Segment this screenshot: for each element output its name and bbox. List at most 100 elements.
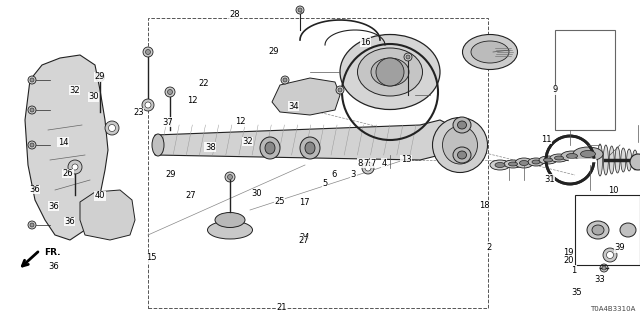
- Text: 12: 12: [236, 117, 246, 126]
- Ellipse shape: [371, 58, 409, 86]
- Ellipse shape: [604, 145, 609, 175]
- Ellipse shape: [632, 150, 637, 170]
- Bar: [555, 30, 615, 130]
- Circle shape: [145, 50, 150, 54]
- Circle shape: [603, 248, 617, 262]
- Circle shape: [281, 76, 289, 84]
- Circle shape: [28, 141, 36, 149]
- Circle shape: [296, 6, 304, 14]
- Circle shape: [602, 266, 606, 270]
- Ellipse shape: [592, 225, 604, 235]
- Text: 6: 6: [332, 170, 337, 179]
- Text: 33: 33: [594, 275, 605, 284]
- Ellipse shape: [532, 160, 540, 164]
- Circle shape: [72, 164, 78, 170]
- Text: 20: 20: [563, 256, 573, 265]
- Circle shape: [362, 162, 374, 174]
- Text: 11: 11: [541, 135, 551, 144]
- Text: 40: 40: [95, 191, 105, 200]
- Text: 30: 30: [88, 92, 99, 101]
- Text: 2: 2: [486, 244, 492, 252]
- Ellipse shape: [442, 126, 477, 164]
- Circle shape: [165, 87, 175, 97]
- Text: 1: 1: [572, 266, 577, 275]
- Circle shape: [406, 55, 410, 59]
- Text: 8: 8: [357, 159, 362, 168]
- Circle shape: [168, 90, 173, 94]
- Text: FR.: FR.: [44, 248, 61, 257]
- Ellipse shape: [471, 41, 509, 63]
- Circle shape: [142, 99, 154, 111]
- Text: 9: 9: [553, 85, 558, 94]
- Ellipse shape: [458, 151, 467, 159]
- Ellipse shape: [300, 137, 320, 159]
- Ellipse shape: [509, 162, 518, 166]
- Circle shape: [404, 53, 412, 61]
- Ellipse shape: [550, 154, 568, 162]
- Circle shape: [600, 264, 608, 272]
- Polygon shape: [272, 78, 340, 115]
- Ellipse shape: [615, 147, 620, 173]
- Text: 38: 38: [205, 143, 216, 152]
- Circle shape: [28, 76, 36, 84]
- Text: 29: 29: [269, 47, 279, 56]
- Circle shape: [227, 174, 232, 180]
- Text: 31: 31: [544, 175, 555, 184]
- Circle shape: [30, 78, 34, 82]
- Ellipse shape: [453, 117, 471, 133]
- Ellipse shape: [580, 150, 595, 157]
- Ellipse shape: [453, 147, 471, 163]
- Text: 18: 18: [479, 201, 490, 210]
- Text: 36: 36: [64, 217, 75, 226]
- Circle shape: [68, 160, 82, 174]
- Text: 27: 27: [298, 236, 309, 245]
- Circle shape: [607, 252, 614, 259]
- Ellipse shape: [566, 154, 577, 158]
- Ellipse shape: [520, 161, 529, 165]
- Circle shape: [143, 47, 153, 57]
- Text: 7: 7: [370, 159, 375, 168]
- Text: 3: 3: [351, 170, 356, 179]
- Text: 23: 23: [133, 108, 144, 117]
- Ellipse shape: [495, 163, 505, 167]
- Text: 19: 19: [563, 248, 573, 257]
- Text: 15: 15: [146, 253, 156, 262]
- Circle shape: [630, 154, 640, 170]
- Ellipse shape: [265, 142, 275, 154]
- Circle shape: [225, 172, 235, 182]
- Polygon shape: [25, 55, 108, 240]
- Text: 7: 7: [364, 159, 369, 168]
- Ellipse shape: [260, 137, 280, 159]
- Ellipse shape: [554, 156, 563, 160]
- Text: T0A4B3310A: T0A4B3310A: [589, 306, 635, 312]
- Ellipse shape: [340, 35, 440, 109]
- Polygon shape: [80, 190, 135, 240]
- Text: 32: 32: [242, 137, 253, 146]
- Text: 10: 10: [608, 186, 618, 195]
- Circle shape: [376, 58, 404, 86]
- Text: 30: 30: [252, 189, 262, 198]
- Circle shape: [30, 143, 34, 147]
- Text: 37: 37: [162, 118, 173, 127]
- Text: 27: 27: [186, 191, 196, 200]
- Ellipse shape: [463, 35, 518, 69]
- Ellipse shape: [433, 117, 488, 172]
- Text: 32: 32: [69, 86, 80, 95]
- Ellipse shape: [543, 158, 552, 162]
- Circle shape: [109, 124, 115, 132]
- Text: 25: 25: [274, 197, 284, 206]
- Ellipse shape: [515, 158, 533, 168]
- Bar: [575, 195, 640, 265]
- Ellipse shape: [152, 134, 164, 156]
- Ellipse shape: [609, 146, 614, 174]
- Circle shape: [30, 223, 34, 227]
- Ellipse shape: [620, 223, 636, 237]
- Text: 39: 39: [614, 244, 625, 252]
- Bar: [148, 18, 488, 308]
- Text: 5: 5: [323, 179, 328, 188]
- Circle shape: [30, 108, 34, 112]
- Text: 17: 17: [300, 198, 310, 207]
- Text: 34: 34: [288, 102, 299, 111]
- Ellipse shape: [573, 147, 603, 161]
- Circle shape: [95, 73, 104, 82]
